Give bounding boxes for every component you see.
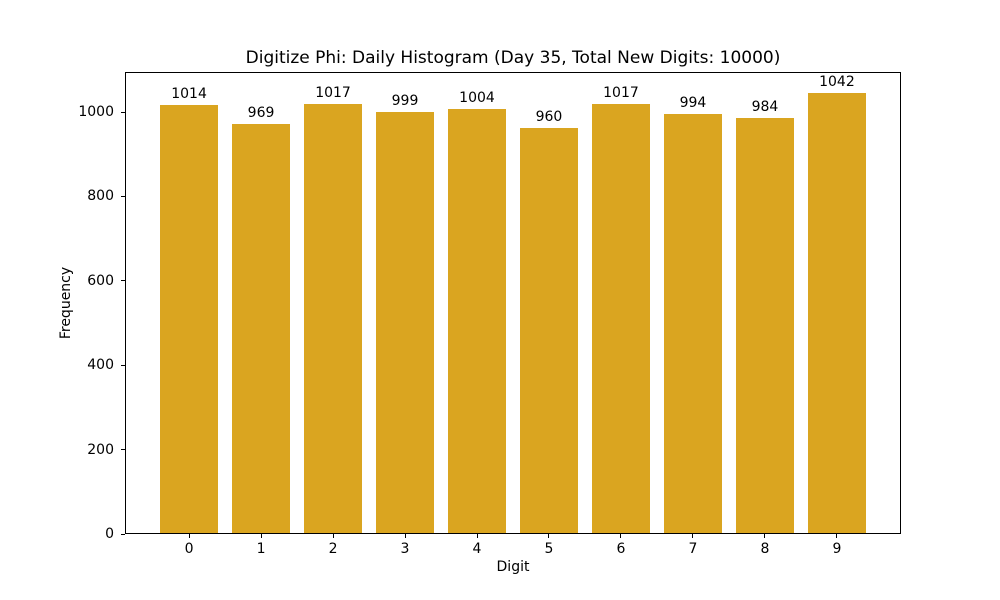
x-tick-mark bbox=[620, 534, 622, 538]
bar-value-label-5: 960 bbox=[535, 108, 563, 125]
y-tick-mark bbox=[121, 364, 125, 366]
bar-digit-8 bbox=[736, 117, 794, 533]
x-tick-label: 9 bbox=[832, 541, 842, 557]
bar-digit-3 bbox=[376, 111, 434, 533]
bar-value-label-6: 1017 bbox=[603, 84, 639, 101]
bar-digit-0 bbox=[160, 105, 218, 533]
x-tick-label: 5 bbox=[544, 541, 554, 557]
y-tick-label: 600 bbox=[87, 272, 114, 289]
bar-value-label-4: 1004 bbox=[459, 90, 495, 107]
x-tick-mark bbox=[836, 534, 838, 538]
x-tick-mark bbox=[188, 534, 190, 538]
y-tick-label: 400 bbox=[87, 357, 114, 374]
bar-digit-4 bbox=[448, 109, 506, 533]
bar-value-label-1: 969 bbox=[247, 105, 275, 122]
bar-value-label-9: 1042 bbox=[819, 74, 855, 91]
bar-value-label-2: 1017 bbox=[315, 84, 351, 101]
x-tick-label: 4 bbox=[472, 541, 482, 557]
y-tick-mark bbox=[121, 195, 125, 197]
y-tick-mark bbox=[121, 449, 125, 451]
x-tick-mark bbox=[332, 534, 334, 538]
x-tick-mark bbox=[476, 534, 478, 538]
x-tick-label: 6 bbox=[616, 541, 626, 557]
x-tick-mark bbox=[692, 534, 694, 538]
bar-digit-9 bbox=[808, 93, 866, 533]
y-tick-label: 0 bbox=[105, 526, 114, 542]
plot-area: 1014 969 1017 999 1004 960 1017 994 984 1042 bbox=[125, 72, 901, 534]
x-tick-mark bbox=[764, 534, 766, 538]
bar-value-label-7: 994 bbox=[679, 94, 707, 111]
y-tick-mark bbox=[121, 533, 125, 535]
x-tick-label: 0 bbox=[184, 541, 194, 557]
y-tick-mark bbox=[121, 111, 125, 113]
bar-digit-1 bbox=[232, 124, 290, 533]
x-tick-label: 8 bbox=[760, 541, 770, 557]
y-tick-label: 1000 bbox=[78, 104, 114, 121]
bar-value-label-8: 984 bbox=[751, 98, 779, 115]
y-tick-label: 200 bbox=[87, 441, 114, 458]
bar-value-label-3: 999 bbox=[391, 92, 419, 109]
x-tick-label: 2 bbox=[328, 541, 338, 557]
y-tick-mark bbox=[121, 280, 125, 282]
x-tick-label: 1 bbox=[256, 541, 266, 557]
x-tick-mark bbox=[548, 534, 550, 538]
bar-value-label-0: 1014 bbox=[171, 86, 207, 103]
x-axis-label: Digit bbox=[496, 559, 530, 575]
bar-digit-5 bbox=[520, 127, 578, 533]
x-tick-mark bbox=[404, 534, 406, 538]
x-tick-label: 3 bbox=[400, 541, 410, 557]
bar-digit-2 bbox=[304, 103, 362, 533]
x-tick-label: 7 bbox=[688, 541, 698, 557]
bar-digit-6 bbox=[592, 103, 650, 533]
chart-title: Digitize Phi: Daily Histogram (Day 35, T… bbox=[245, 48, 781, 68]
y-tick-label: 800 bbox=[87, 188, 114, 205]
bar-digit-7 bbox=[664, 113, 722, 533]
x-tick-mark bbox=[260, 534, 262, 538]
